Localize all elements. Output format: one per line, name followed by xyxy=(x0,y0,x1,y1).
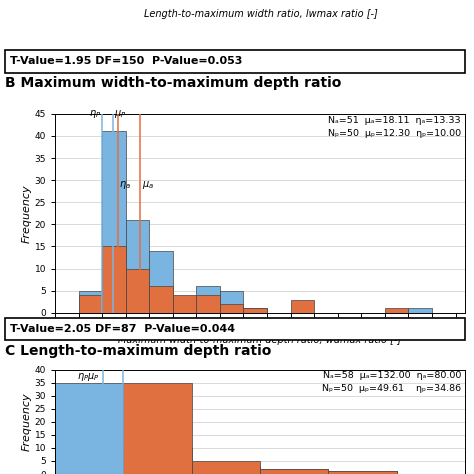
Bar xyxy=(79,291,102,313)
FancyBboxPatch shape xyxy=(5,50,465,73)
Text: C Length-to-maximum depth ratio: C Length-to-maximum depth ratio xyxy=(5,344,271,358)
Text: T-Value=1.95 DF=150  P-Value=0.053: T-Value=1.95 DF=150 P-Value=0.053 xyxy=(10,56,243,66)
Text: $\eta_a$: $\eta_a$ xyxy=(119,179,131,191)
Text: T-Value=2.05 DF=87  P-Value=0.044: T-Value=2.05 DF=87 P-Value=0.044 xyxy=(10,324,236,334)
Bar xyxy=(409,309,432,313)
Text: $\mu_P$: $\mu_P$ xyxy=(114,109,126,120)
FancyBboxPatch shape xyxy=(5,318,465,340)
Bar xyxy=(196,295,220,313)
Bar xyxy=(55,383,123,474)
Bar xyxy=(102,246,126,313)
Bar xyxy=(102,131,126,313)
Text: $\mu_a$: $\mu_a$ xyxy=(142,179,154,191)
Bar xyxy=(244,309,267,313)
Bar xyxy=(191,461,260,474)
Text: Nₐ=51  μₐ=18.11  ηₐ=13.33
Nₚ=50  μₚ=12.30  ηₚ=10.00: Nₐ=51 μₐ=18.11 ηₐ=13.33 Nₚ=50 μₚ=12.30 η… xyxy=(328,116,461,138)
Bar xyxy=(149,286,173,313)
Bar xyxy=(126,269,149,313)
Bar xyxy=(149,251,173,313)
Bar xyxy=(260,469,328,474)
Bar xyxy=(220,304,244,313)
Text: B Maximum width-to-maximum depth ratio: B Maximum width-to-maximum depth ratio xyxy=(5,76,341,90)
Text: Nₐ=58  μₐ=132.00  ηₐ=80.00
Nₚ=50  μₚ=49.61    ηₚ=34.86: Nₐ=58 μₐ=132.00 ηₐ=80.00 Nₚ=50 μₚ=49.61 … xyxy=(322,371,461,393)
Bar xyxy=(123,383,191,474)
Bar xyxy=(328,471,397,474)
Text: $\eta_P\mu_P$: $\eta_P\mu_P$ xyxy=(77,371,100,383)
Bar xyxy=(328,471,397,474)
Y-axis label: Frequency: Frequency xyxy=(22,392,32,451)
Text: Length-to-maximum width ratio, lwmax ratio [-]: Length-to-maximum width ratio, lwmax rat… xyxy=(144,9,378,19)
Y-axis label: Frequency: Frequency xyxy=(22,184,32,243)
Bar xyxy=(191,466,260,474)
Bar xyxy=(126,220,149,313)
X-axis label: Maximum width-to-maximum depth ratio, wdmax ratio [-]: Maximum width-to-maximum depth ratio, wd… xyxy=(118,335,401,345)
Bar xyxy=(123,448,191,474)
Bar xyxy=(196,286,220,313)
Bar xyxy=(220,291,244,313)
Bar xyxy=(260,469,328,474)
Text: $\eta_P$: $\eta_P$ xyxy=(89,109,101,120)
Bar xyxy=(385,309,409,313)
Bar xyxy=(291,300,314,313)
Bar xyxy=(244,309,267,313)
Bar xyxy=(173,295,196,313)
Bar xyxy=(79,295,102,313)
